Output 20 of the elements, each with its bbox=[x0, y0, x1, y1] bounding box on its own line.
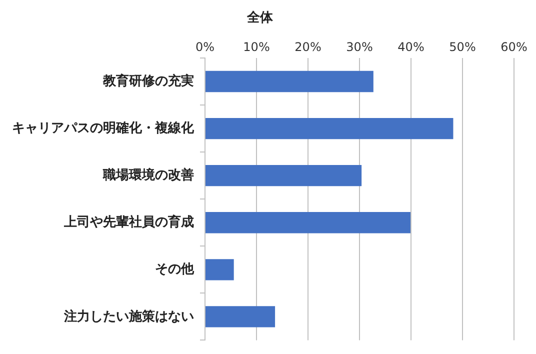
bar bbox=[206, 118, 454, 140]
y-tick-label: 職場環境の改善 bbox=[102, 167, 194, 182]
y-tick-label: キャリアパスの明確化・複線化 bbox=[12, 120, 195, 136]
bar bbox=[206, 259, 234, 280]
y-tick-label: 教育研修の充実 bbox=[102, 73, 194, 88]
bar bbox=[206, 212, 410, 234]
x-tick-label: 60% bbox=[500, 40, 528, 54]
x-tick-label: 50% bbox=[449, 40, 476, 54]
x-tick-label: 0% bbox=[195, 40, 215, 54]
y-tick-label: 上司や先輩社員の育成 bbox=[63, 214, 194, 230]
x-tick-label: 20% bbox=[294, 40, 322, 54]
y-tick-label: その他 bbox=[155, 261, 195, 276]
x-tick-label: 40% bbox=[398, 40, 424, 54]
bar bbox=[206, 70, 374, 92]
x-tick-label: 10% bbox=[243, 40, 270, 54]
x-tick-label: 30% bbox=[346, 40, 373, 54]
bar bbox=[206, 165, 362, 186]
chart-title: 全体 bbox=[246, 9, 274, 24]
y-tick-label: 注力したい施策はない bbox=[63, 308, 194, 324]
bar bbox=[206, 306, 276, 328]
